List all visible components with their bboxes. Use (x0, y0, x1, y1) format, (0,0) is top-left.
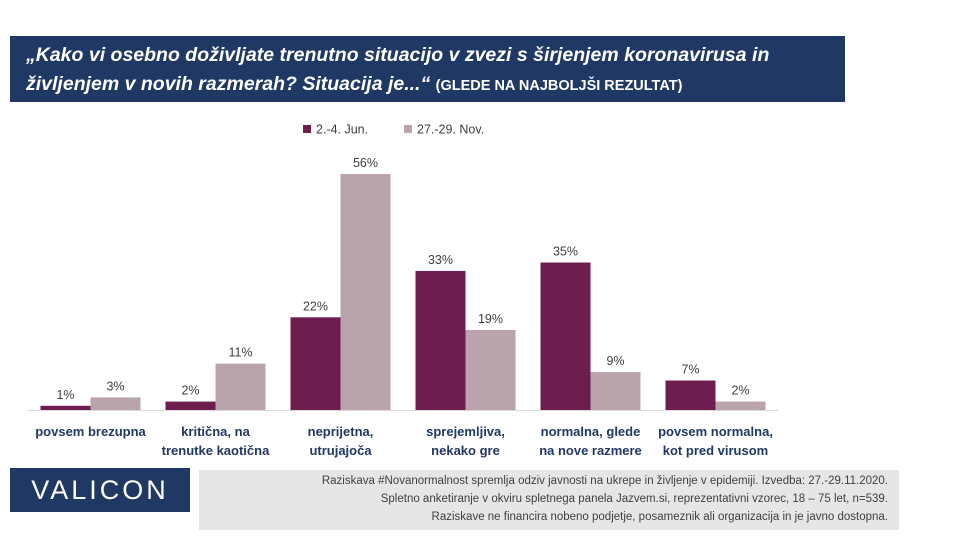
value-label-1-0: 3% (106, 379, 124, 393)
footnote-line-1: Raziskava #Novanormalnost spremlja odziv… (321, 475, 888, 487)
title-question-end: življenjem v novih razmerah? Situacija j… (26, 73, 431, 95)
bar-1-1 (215, 363, 266, 410)
category-label-1-0: kritična, na (181, 424, 250, 439)
bar-0-4 (540, 262, 591, 410)
title-suffix: (GLEDE NA NAJBOLJŠI REZULTAT) (435, 78, 683, 94)
bar-chart: 2.-4. Jun. 27.-29. Nov. 1% 3% povsem brezupn… (0, 110, 800, 470)
category-label-0-0: povsem brezupna (35, 424, 146, 439)
footnote-line-2: Spletno anketiranje v okviru spletnega p… (380, 493, 888, 505)
bar-0-3 (415, 270, 466, 410)
title-banner: „Kako vi osebno doživljate trenutno situ… (10, 36, 845, 102)
bar-1-2 (340, 174, 391, 410)
bar-1-3 (465, 329, 516, 410)
logo-text: VALICON (31, 474, 169, 505)
footnote-line-3: Raziskave ne financira nobeno podjetje, … (431, 511, 888, 523)
value-label-0-2: 22% (303, 299, 328, 313)
bar-0-1 (165, 401, 216, 410)
value-label-1-1: 11% (228, 346, 252, 360)
value-label-1-5: 2% (731, 384, 749, 398)
bar-1-4 (590, 372, 641, 410)
footnote-box: Raziskava #Novanormalnost spremlja odziv… (199, 470, 899, 530)
chart-svg: 2.-4. Jun. 27.-29. Nov. 1% 3% povsem brezupn… (28, 123, 778, 458)
value-label-0-4: 35% (553, 245, 578, 259)
category-label-2-0: neprijetna, (308, 424, 374, 439)
bar-1-5 (715, 401, 766, 410)
category-label-4-1: na nove razmere (539, 443, 642, 458)
legend-swatch-1 (404, 125, 412, 133)
legend-label-1: 27.-29. Nov. (417, 123, 484, 137)
category-label-5-1: kot pred virusom (663, 443, 768, 458)
value-label-1-3: 19% (478, 312, 503, 326)
value-label-1-2: 56% (353, 156, 378, 170)
category-label-4-0: normalna, glede (541, 424, 641, 439)
legend-label-0: 2.-4. Jun. (316, 123, 368, 137)
bar-0-2 (290, 317, 341, 410)
value-label-0-3: 33% (428, 253, 453, 267)
value-label-0-0: 1% (56, 388, 74, 402)
value-label-0-1: 2% (181, 384, 199, 398)
value-label-0-5: 7% (681, 363, 699, 377)
category-label-5-0: povsem normalna, (658, 424, 773, 439)
category-label-1-1: trenutke kaotična (162, 443, 270, 458)
value-label-1-4: 9% (606, 354, 624, 368)
title-line-1: „Kako vi osebno doživljate trenutno situ… (26, 44, 770, 66)
category-label-3-1: nekako gre (431, 443, 500, 458)
bar-1-0 (90, 397, 141, 410)
bar-0-0 (40, 405, 91, 410)
category-label-2-1: utrujajoča (309, 443, 372, 458)
title-line-2: življenjem v novih razmerah? Situacija j… (26, 70, 835, 101)
bar-0-5 (665, 380, 716, 410)
legend-swatch-0 (303, 125, 311, 133)
category-label-3-0: sprejemljiva, (426, 424, 505, 439)
valicon-logo: VALICON (10, 468, 190, 512)
